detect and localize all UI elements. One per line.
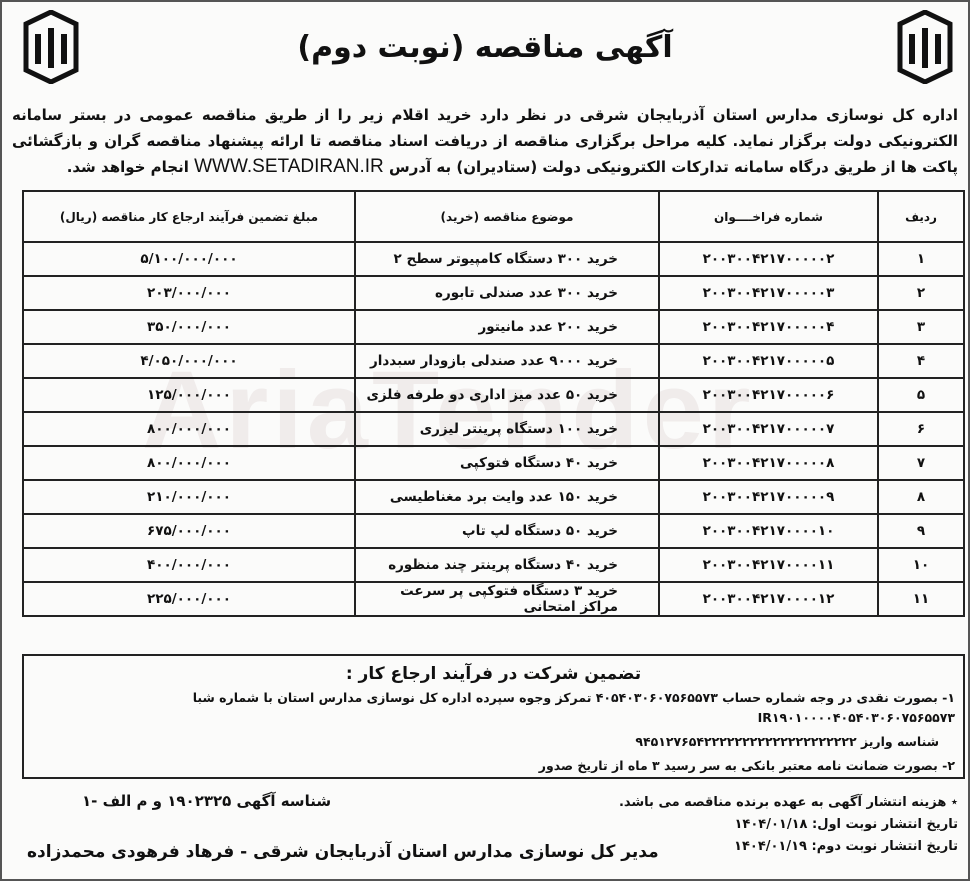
table-row: ۳ ۲۰۰۳۰۰۴۲۱۷۰۰۰۰۰۴ خرید ۲۰۰ عدد مانیتور ۳۵۰… [22,309,965,345]
first-publication-date: تاریخ انتشار نوبت اول: ۱۴۰۴/۰۱/۱۸ [734,817,958,832]
row-number: ۱۰ [877,547,965,583]
guarantee-amount: ۱۲۵/۰۰۰/۰۰۰ [22,377,356,413]
row-number: ۸ [877,479,965,515]
call-number: ۲۰۰۳۰۰۴۲۱۷۰۰۰۰۰۸ [658,445,879,481]
row-number: ۱۱ [877,581,965,617]
subject: خرید ۵۰ عدد میز اداری دو طرفه فلزی [354,377,660,413]
row-number: ۴ [877,343,965,379]
header-call-number: شماره فراخــــوان [658,190,879,243]
subject: خرید ۴۰ دستگاه فتوکپی [354,445,660,481]
call-number: ۲۰۰۳۰۰۴۲۱۷۰۰۰۰۰۲ [658,241,879,277]
cost-note: ٭ هزینه انتشار آگهی به عهده برنده مناقصه… [618,795,958,810]
organization-logo-right [896,9,954,85]
table-row: ۶ ۲۰۰۳۰۰۴۲۱۷۰۰۰۰۰۷ خرید ۱۰۰ دستگاه پرینتر … [22,411,965,447]
guarantee-bank: ۲- بصورت ضمانت نامه معتبر بانکی به سر رس… [538,758,955,773]
table-row: ۷ ۲۰۰۳۰۰۴۲۱۷۰۰۰۰۰۸ خرید ۴۰ دستگاه فتوکپی ۸۰… [22,445,965,481]
guarantee-amount: ۳۵۰/۰۰۰/۰۰۰ [22,309,356,345]
organization-logo-left [22,9,80,85]
table-row: ۱۱ ۲۰۰۳۰۰۴۲۱۷۰۰۰۰۱۲ خرید ۳ دستگاه فتوکپی پ… [22,581,965,617]
row-number: ۳ [877,309,965,345]
subject: خرید ۴۰ دستگاه پرینتر چند منظوره [354,547,660,583]
setadiran-link[interactable]: WWW.SETADIRAN.IR [194,156,384,177]
table-row: ۱۰ ۲۰۰۳۰۰۴۲۱۷۰۰۰۰۱۱ خرید ۴۰ دستگاه پرینتر … [22,547,965,583]
row-number: ۹ [877,513,965,549]
guarantee-amount: ۲۱۰/۰۰۰/۰۰۰ [22,479,356,515]
guarantee-title: تضمین شرکت در فرآیند ارجاع کار : [345,664,642,684]
subject: خرید ۵۰ دستگاه لپ تاپ [354,513,660,549]
intro-text: اداره کل نوسازی مدارس استان آذربایجان شر… [12,106,958,176]
intro-paragraph: اداره کل نوسازی مدارس استان آذربایجان شر… [12,102,958,180]
tender-table: ردیف شماره فراخــــوان موضوع مناقصه (خری… [22,190,965,617]
header-subject: موضوع مناقصه (خرید) [354,190,660,243]
row-number: ۲ [877,275,965,311]
guarantee-amount: ۵/۱۰۰/۰۰۰/۰۰۰ [22,241,356,277]
row-number: ۷ [877,445,965,481]
call-number: ۲۰۰۳۰۰۴۲۱۷۰۰۰۰۰۶ [658,377,879,413]
call-number: ۲۰۰۳۰۰۴۲۱۷۰۰۰۰۰۵ [658,343,879,379]
page-title: آگهی مناقصه (نوبت دوم) [297,30,673,65]
header-row-number: ردیف [877,190,965,243]
second-publication-date: تاریخ انتشار نوبت دوم: ۱۴۰۴/۰۱/۱۹ [734,839,958,854]
subject: خرید ۱۰۰ دستگاه پرینتر لیزری [354,411,660,447]
row-number: ۱ [877,241,965,277]
table-row: ۹ ۲۰۰۳۰۰۴۲۱۷۰۰۰۰۱۰ خرید ۵۰ دستگاه لپ تاپ ۶۷… [22,513,965,549]
subject: خرید ۳ دستگاه فتوکپی پر سرعت مراکز امتحا… [354,581,660,617]
guarantee-amount: ۸۰۰/۰۰۰/۰۰۰ [22,411,356,447]
row-number: ۶ [877,411,965,447]
header-guarantee-amount: مبلغ تضمین فرآیند ارجاع کار مناقصه (ریال… [22,190,356,243]
call-number: ۲۰۰۳۰۰۴۲۱۷۰۰۰۰۱۱ [658,547,879,583]
ad-id: شناسه آگهی ۱۹۰۲۳۲۵ و م الف -۱ [82,792,332,810]
guarantee-amount: ۲۲۵/۰۰۰/۰۰۰ [22,581,356,617]
guarantee-amount: ۶۷۵/۰۰۰/۰۰۰ [22,513,356,549]
table-row: ۱ ۲۰۰۳۰۰۴۲۱۷۰۰۰۰۰۲ خرید ۳۰۰ دستگاه کامپیوت… [22,241,965,277]
call-number: ۲۰۰۳۰۰۴۲۱۷۰۰۰۰۱۲ [658,581,879,617]
subject: خرید ۲۰۰ عدد مانیتور [354,309,660,345]
guarantee-box: تضمین شرکت در فرآیند ارجاع کار : ۱- بصور… [22,654,965,779]
table-row: ۴ ۲۰۰۳۰۰۴۲۱۷۰۰۰۰۰۵ خرید ۹۰۰۰ عدد صندلی باز… [22,343,965,379]
call-number: ۲۰۰۳۰۰۴۲۱۷۰۰۰۰۰۷ [658,411,879,447]
table-row: ۵ ۲۰۰۳۰۰۴۲۱۷۰۰۰۰۰۶ خرید ۵۰ عدد میز اداری د… [22,377,965,413]
subject: خرید ۹۰۰۰ عدد صندلی بازودار سبددار [354,343,660,379]
table-header-row: ردیف شماره فراخــــوان موضوع مناقصه (خری… [22,190,965,243]
table-row: ۸ ۲۰۰۳۰۰۴۲۱۷۰۰۰۰۰۹ خرید ۱۵۰ عدد وایت برد م… [22,479,965,515]
call-number: ۲۰۰۳۰۰۴۲۱۷۰۰۰۰۱۰ [658,513,879,549]
call-number: ۲۰۰۳۰۰۴۲۱۷۰۰۰۰۰۴ [658,309,879,345]
row-number: ۵ [877,377,965,413]
guarantee-amount: ۴/۰۵۰/۰۰۰/۰۰۰ [22,343,356,379]
payment-id: شناسه واریز ۹۴۵۱۲۷۶۵۴۲۲۲۲۲۲۲۲۲۲۲۲۲۲۲۲۲۲۲… [635,734,939,749]
call-number: ۲۰۰۳۰۰۴۲۱۷۰۰۰۰۰۹ [658,479,879,515]
call-number: ۲۰۰۳۰۰۴۲۱۷۰۰۰۰۰۳ [658,275,879,311]
publication-notes: ٭ هزینه انتشار آگهی به عهده برنده مناقصه… [619,792,958,858]
signature: مدیر کل نوسازی مدارس استان آذربایجان شرق… [27,842,659,862]
subject: خرید ۱۵۰ عدد وایت برد مغناطیسی [354,479,660,515]
guarantee-cash: ۱- بصورت نقدی در وجه شماره حساب ۴۰۵۴۰۳۰۶… [192,690,955,725]
subject: خرید ۳۰۰ عدد صندلی تابوره [354,275,660,311]
intro-tail: انجام خواهد شد. [66,158,189,176]
guarantee-amount: ۸۰۰/۰۰۰/۰۰۰ [22,445,356,481]
subject: خرید ۳۰۰ دستگاه کامپیوتر سطح ۲ [354,241,660,277]
guarantee-amount: ۴۰۰/۰۰۰/۰۰۰ [22,547,356,583]
table-row: ۲ ۲۰۰۳۰۰۴۲۱۷۰۰۰۰۰۳ خرید ۳۰۰ عدد صندلی تابو… [22,275,965,311]
guarantee-amount: ۲۰۳/۰۰۰/۰۰۰ [22,275,356,311]
